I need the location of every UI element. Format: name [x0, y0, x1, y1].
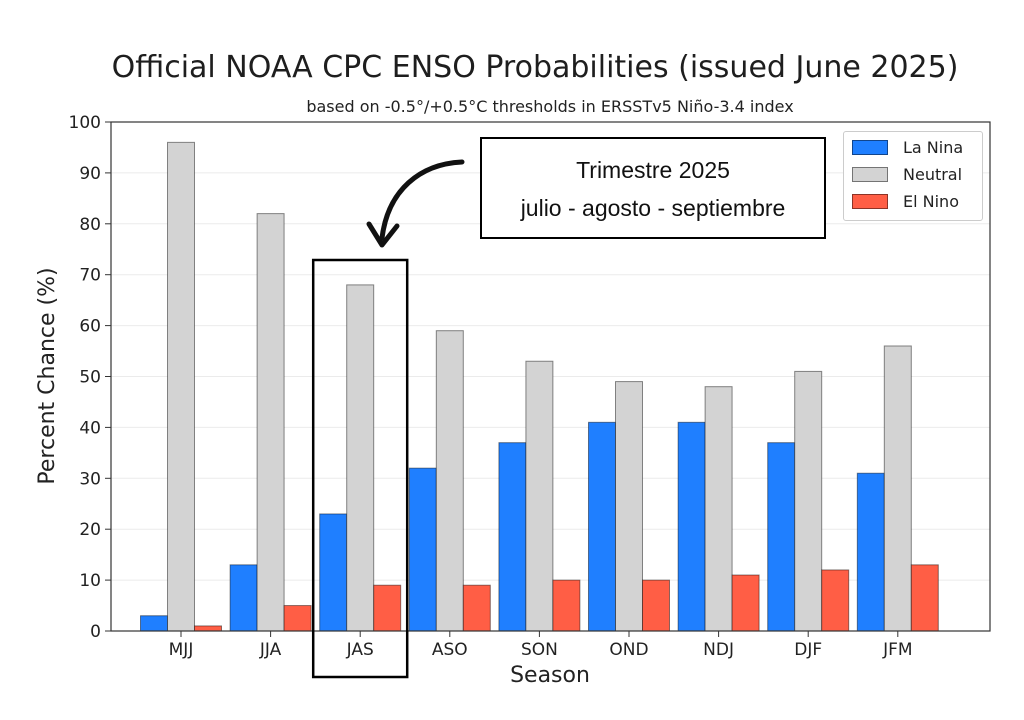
- chart-title: Official NOAA CPC ENSO Probabilities (is…: [111, 50, 959, 85]
- x-tick-label-djf: DJF: [794, 640, 822, 660]
- highlight-box-jas: [311, 258, 409, 679]
- annotation-line-1: Trimestre 2025: [576, 157, 730, 183]
- bar-la-nina-djf: [767, 442, 796, 632]
- legend-swatch-neutral: [852, 166, 888, 182]
- bar-la-nina-jfm: [856, 472, 885, 632]
- legend-item-el-nino: El Nino: [852, 191, 959, 211]
- annotation-line-2: julio - agosto - septiembre: [520, 195, 786, 221]
- y-tick-label: 0: [90, 622, 101, 642]
- bar-neutral-mjj: [167, 141, 195, 632]
- bar-el-nino-mjj: [194, 625, 222, 632]
- x-tick-label-ndj: NDJ: [703, 640, 734, 660]
- y-axis-label: Percent Chance (%): [35, 267, 60, 484]
- bar-neutral-son: [525, 360, 554, 632]
- legend-swatch-la-nina: [852, 139, 888, 155]
- y-tick-label: 10: [79, 571, 101, 591]
- x-tick-label-jfm: JFM: [882, 640, 912, 660]
- bar-la-nina-son: [498, 442, 527, 632]
- bar-neutral-ndj: [704, 386, 733, 632]
- legend-label-la-nina: La Nina: [903, 137, 964, 157]
- bar-neutral-djf: [794, 370, 823, 632]
- y-tick-label: 100: [69, 113, 101, 133]
- legend-item-la-nina: La Nina: [852, 137, 963, 157]
- x-axis-label: Season: [510, 663, 590, 688]
- x-tick-label-mjj: MJJ: [169, 640, 194, 660]
- x-tick-label-aso: ASO: [432, 640, 468, 660]
- bar-el-nino-aso: [462, 584, 491, 632]
- bar-la-nina-ond: [588, 421, 616, 632]
- annotation-arrowhead: [366, 221, 400, 248]
- x-tick-label-son: SON: [521, 640, 558, 660]
- y-tick-label: 20: [79, 520, 101, 540]
- bar-el-nino-ndj: [731, 574, 760, 632]
- annotation-box: Trimestre 2025 julio - agosto - septiemb…: [480, 137, 826, 239]
- plot-frame: [110, 121, 991, 632]
- y-tick-label: 30: [79, 469, 101, 489]
- y-tick-label: 80: [79, 215, 101, 235]
- bar-el-nino-djf: [821, 569, 850, 632]
- bar-la-nina-mjj: [140, 615, 168, 632]
- y-tick-label: 70: [79, 266, 101, 286]
- legend-item-neutral: Neutral: [852, 164, 962, 184]
- bar-la-nina-ndj: [677, 421, 706, 632]
- bar-neutral-jfm: [883, 345, 912, 632]
- x-tick-label-jas: JAS: [346, 640, 374, 660]
- annotation-arrow: [379, 159, 465, 241]
- bar-el-nino-jas: [373, 584, 402, 632]
- bar-el-nino-ond: [642, 579, 670, 632]
- bar-neutral-ond: [615, 381, 643, 632]
- legend: La Nina Neutral El Nino: [843, 131, 983, 221]
- bar-la-nina-jja: [229, 564, 258, 632]
- bar-el-nino-jja: [283, 605, 312, 632]
- bar-neutral-jas: [346, 284, 375, 632]
- legend-swatch-el-nino: [852, 193, 888, 209]
- y-tick-label: 60: [79, 317, 101, 337]
- bar-neutral-aso: [435, 330, 464, 632]
- bar-la-nina-aso: [408, 467, 437, 632]
- x-tick-label-jja: JJA: [259, 640, 282, 660]
- chart-subtitle: based on -0.5°/+0.5°C thresholds in ERSS…: [306, 97, 794, 116]
- y-tick-label: 90: [79, 164, 101, 184]
- legend-label-neutral: Neutral: [903, 164, 963, 184]
- legend-label-el-nino: El Nino: [903, 191, 959, 211]
- y-tick-label: 50: [79, 368, 101, 388]
- bar-el-nino-son: [552, 579, 581, 632]
- y-tick-label: 40: [79, 418, 101, 438]
- bar-neutral-jja: [256, 213, 285, 632]
- bar-el-nino-jfm: [910, 564, 939, 632]
- x-tick-label-ond: OND: [609, 640, 648, 660]
- bar-la-nina-jas: [319, 513, 348, 632]
